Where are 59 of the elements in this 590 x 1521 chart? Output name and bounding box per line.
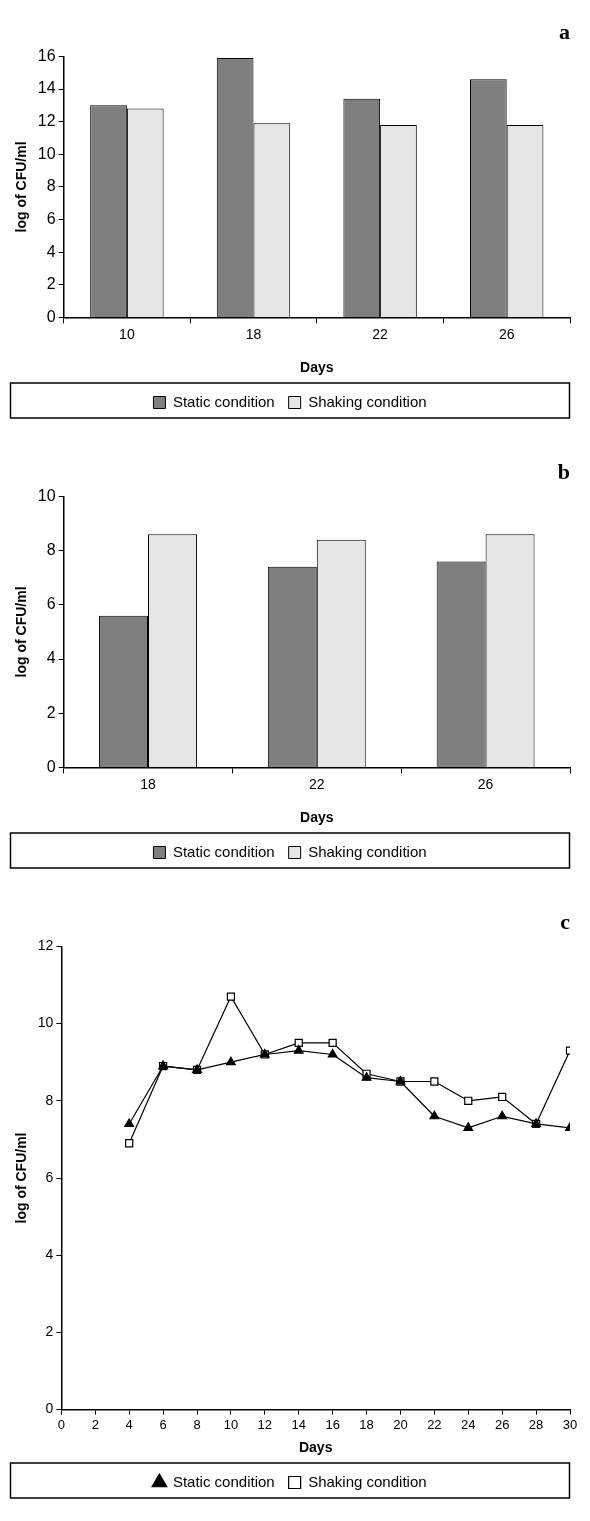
y-tick-label: 8 bbox=[46, 177, 56, 195]
legend-label: Static condition bbox=[172, 1472, 275, 1490]
x-tick-label: 22 bbox=[309, 775, 325, 792]
chart-title: c bbox=[560, 908, 571, 934]
x-tick-label: 18 bbox=[359, 1416, 374, 1432]
x-tick-label: 10 bbox=[119, 325, 135, 342]
y-tick-label: 10 bbox=[37, 1014, 54, 1031]
x-tick-label: 26 bbox=[498, 325, 515, 342]
x-tick-label: 20 bbox=[393, 1416, 408, 1432]
y-tick-label: 12 bbox=[37, 112, 56, 130]
x-tick-label: 18 bbox=[245, 325, 262, 342]
x-tick-label: 28 bbox=[528, 1416, 544, 1432]
legend-label: Shaking condition bbox=[308, 392, 427, 410]
x-tick-label: 8 bbox=[193, 1416, 201, 1432]
legend-label: Shaking condition bbox=[308, 842, 427, 860]
x-tick-label: 12 bbox=[257, 1416, 273, 1432]
y-axis-title: log of CFU/ml bbox=[13, 141, 30, 233]
y-tick-label: 4 bbox=[46, 649, 56, 667]
y-tick-label: 2 bbox=[46, 703, 56, 721]
x-tick-label: 4 bbox=[125, 1416, 133, 1432]
chart-title: a bbox=[559, 18, 570, 44]
x-tick-label: 14 bbox=[291, 1416, 306, 1432]
y-tick-label: 6 bbox=[46, 209, 56, 227]
chart-title: b bbox=[557, 458, 570, 484]
y-tick-label: 14 bbox=[37, 79, 56, 97]
x-axis-title: Days bbox=[298, 1439, 333, 1456]
x-tick-label: 24 bbox=[461, 1416, 476, 1432]
x-tick-label: 22 bbox=[372, 325, 389, 342]
x-axis-title: Days bbox=[300, 359, 334, 376]
x-tick-label: 10 bbox=[223, 1416, 239, 1432]
y-tick-label: 12 bbox=[37, 937, 54, 954]
y-tick-label: 4 bbox=[46, 242, 56, 260]
legend-label: Static condition bbox=[172, 842, 275, 860]
x-axis-title: Days bbox=[300, 809, 334, 826]
x-tick-label: 6 bbox=[159, 1416, 167, 1432]
y-tick-label: 0 bbox=[46, 307, 56, 325]
x-tick-label: 26 bbox=[494, 1416, 510, 1432]
y-tick-label: 2 bbox=[46, 275, 56, 293]
y-tick-label: 4 bbox=[45, 1246, 54, 1263]
legend-label: Shaking condition bbox=[308, 1472, 427, 1490]
legend-label: Static condition bbox=[172, 392, 275, 410]
y-tick-label: 0 bbox=[46, 757, 56, 775]
y-tick-label: 10 bbox=[37, 486, 56, 504]
y-tick-label: 10 bbox=[37, 144, 56, 162]
y-tick-label: 6 bbox=[46, 595, 56, 613]
x-tick-label: 16 bbox=[325, 1416, 340, 1432]
y-tick-label: 2 bbox=[45, 1323, 54, 1340]
y-axis-title: log of CFU/ml bbox=[13, 586, 30, 678]
x-tick-label: 26 bbox=[477, 775, 494, 792]
x-tick-label: 22 bbox=[427, 1416, 442, 1432]
y-tick-label: 8 bbox=[46, 541, 56, 559]
y-tick-label: 8 bbox=[45, 1091, 54, 1108]
x-tick-label: 30 bbox=[562, 1416, 578, 1432]
y-tick-label: 0 bbox=[45, 1400, 54, 1417]
x-tick-label: 2 bbox=[91, 1416, 99, 1432]
y-axis-title: log of CFU/ml bbox=[13, 1132, 30, 1224]
x-tick-label: 18 bbox=[140, 775, 156, 792]
y-tick-label: 6 bbox=[45, 1168, 54, 1185]
y-tick-label: 16 bbox=[37, 46, 56, 64]
